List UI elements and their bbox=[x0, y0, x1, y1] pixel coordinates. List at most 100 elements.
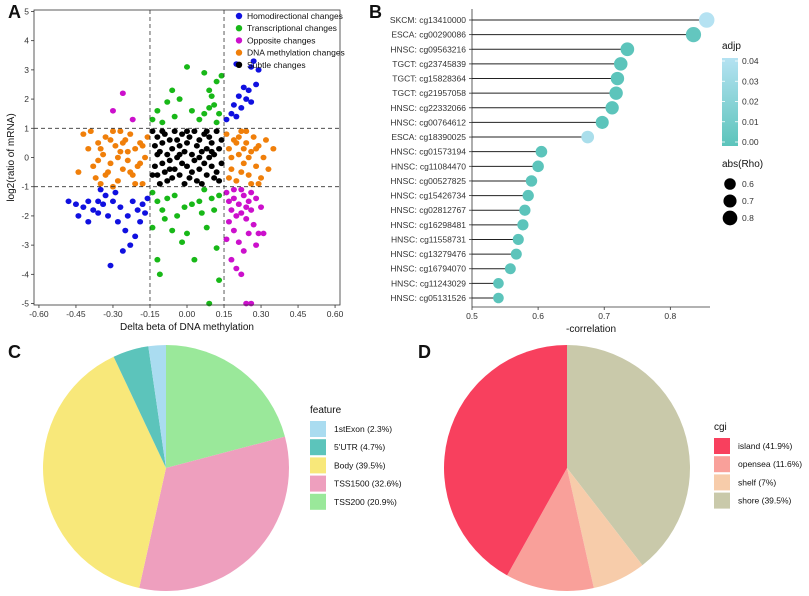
scatter-point bbox=[134, 207, 141, 213]
scatter-point bbox=[188, 169, 195, 175]
scatter-axes: -0.60 -0.45 -0.30 -0.15 0.00 0.15 0.30 0.45 0.60… bbox=[21, 6, 343, 319]
scatter-point bbox=[188, 107, 195, 114]
pie-legend-swatch bbox=[714, 456, 730, 473]
scatter-reference-lines bbox=[34, 10, 340, 305]
scatter-point bbox=[211, 102, 218, 108]
scatter-point bbox=[171, 192, 178, 199]
scatter-point bbox=[144, 195, 151, 202]
lollipop-panel: 0.5 0.6 0.7 0.8 SKCM: cg13410000 ESCA: cg0029… bbox=[390, 9, 763, 335]
scatter-point bbox=[253, 81, 260, 88]
scatter-point bbox=[80, 204, 87, 210]
scatter-point bbox=[243, 128, 250, 135]
lollipop-head bbox=[512, 233, 524, 246]
scatter-point bbox=[186, 134, 193, 140]
y-tick-label: 3 bbox=[24, 65, 29, 75]
scatter-point bbox=[154, 172, 161, 178]
scatter-point bbox=[240, 248, 247, 254]
scatter-point bbox=[129, 198, 136, 205]
scatter-point bbox=[90, 163, 97, 170]
scatter-point bbox=[169, 175, 176, 181]
y-tick-label: HNSC: cg00764612 bbox=[390, 117, 466, 127]
scatter-point bbox=[230, 195, 237, 202]
scatter-point bbox=[169, 145, 176, 152]
x-tick-label: 0.7 bbox=[598, 311, 610, 321]
pie-legend-swatch bbox=[714, 492, 730, 509]
y-tick-label: HNSC: cg13279476 bbox=[390, 249, 466, 259]
scatter-point bbox=[213, 78, 220, 85]
scatter-point bbox=[250, 134, 257, 140]
y-tick-label: HNSC: cg02812767 bbox=[390, 205, 466, 215]
scatter-point bbox=[228, 166, 235, 172]
scatter-point bbox=[149, 116, 156, 123]
scatter-point bbox=[243, 96, 250, 102]
scatter-point bbox=[260, 154, 267, 161]
panel-letter-a: A bbox=[8, 2, 21, 22]
y-tick-label: HNSC: cg01573194 bbox=[390, 147, 466, 157]
lollipop-head bbox=[532, 160, 544, 173]
scatter-point bbox=[198, 210, 205, 216]
scatter-point bbox=[139, 180, 146, 187]
scatter-point bbox=[154, 151, 161, 158]
scatter-point bbox=[203, 172, 210, 178]
y-tick-label: HNSC: cg16298481 bbox=[390, 220, 466, 230]
scatter-point bbox=[225, 175, 232, 181]
scatter-point bbox=[174, 137, 181, 143]
scatter-point bbox=[127, 131, 134, 137]
cgi-pie-panel: cgi island (41.9%) opensea (11.6%) shelf (7… bbox=[444, 345, 802, 591]
scatter-point bbox=[213, 119, 220, 126]
scatter-point bbox=[243, 140, 250, 146]
scatter-point bbox=[248, 64, 255, 70]
scatter-point bbox=[164, 178, 171, 184]
scatter-point bbox=[149, 189, 156, 196]
pie-legend-title: feature bbox=[310, 405, 342, 416]
scatter-point bbox=[225, 145, 232, 152]
scatter-point bbox=[208, 148, 215, 155]
scatter-point bbox=[238, 186, 245, 193]
scatter-point bbox=[149, 172, 156, 178]
scatter-point bbox=[240, 145, 247, 152]
scatter-point bbox=[208, 195, 215, 202]
scatter-point bbox=[206, 300, 213, 307]
scatter-point bbox=[248, 99, 255, 105]
lollipop-head bbox=[609, 86, 623, 100]
scatter-point bbox=[144, 134, 151, 140]
scatter-point bbox=[65, 198, 72, 205]
scatter-point bbox=[270, 145, 277, 152]
color-legend-label: 0.02 bbox=[742, 97, 759, 107]
scatter-point bbox=[154, 198, 161, 205]
x-tick-label: 0.6 bbox=[532, 311, 544, 321]
scatter-point bbox=[250, 221, 257, 228]
scatter-point bbox=[228, 110, 235, 117]
scatter-point bbox=[179, 239, 186, 246]
scatter-point bbox=[243, 204, 250, 210]
scatter-point bbox=[75, 169, 82, 175]
lollipop-head bbox=[510, 248, 522, 260]
scatter-point bbox=[164, 151, 171, 158]
size-legend-label: 0.6 bbox=[742, 179, 754, 189]
y-tick-label: HNSC: cg11558731 bbox=[391, 234, 466, 244]
legend-marker bbox=[235, 49, 243, 56]
scatter-point bbox=[248, 180, 255, 187]
scatter-point bbox=[184, 128, 190, 135]
scatter-point bbox=[233, 178, 240, 184]
scatter-point bbox=[112, 143, 119, 149]
scatter-point bbox=[245, 154, 252, 161]
scatter-point bbox=[253, 242, 260, 248]
pie-legend-label: 1stExon (2.3%) bbox=[334, 424, 392, 434]
size-legend-label: 0.7 bbox=[742, 196, 754, 206]
scatter-point bbox=[245, 172, 252, 178]
scatter-point bbox=[213, 245, 220, 251]
legend-label: Homodirectional changes bbox=[247, 11, 343, 21]
scatter-point bbox=[196, 137, 203, 143]
scatter-point bbox=[159, 160, 166, 167]
pie-slice bbox=[166, 345, 285, 468]
scatter-point bbox=[243, 216, 250, 222]
pie-legend-title: cgi bbox=[714, 422, 727, 433]
scatter-point bbox=[198, 148, 205, 155]
scatter-point bbox=[245, 87, 252, 94]
lollipop-head bbox=[581, 130, 595, 144]
pie-legend-swatch bbox=[310, 493, 326, 510]
scatter-point bbox=[216, 277, 223, 283]
x-tick-label: 0.30 bbox=[253, 309, 270, 319]
